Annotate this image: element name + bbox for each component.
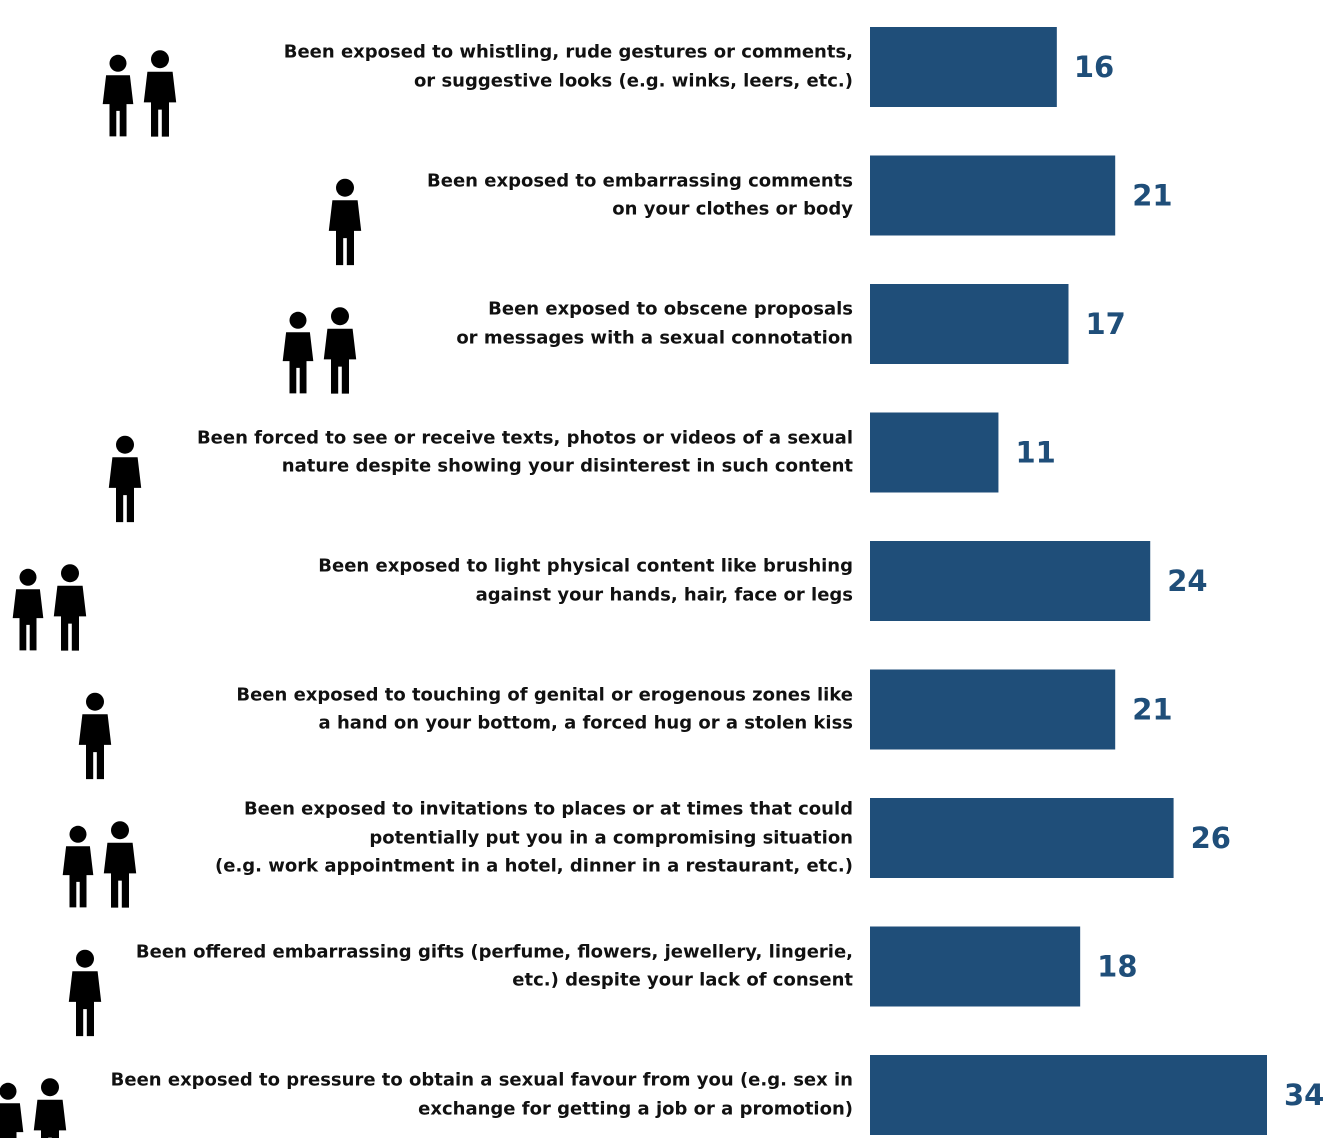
- icon-body: [323, 328, 357, 394]
- category-label: Been exposed to invitations to places or…: [215, 798, 853, 877]
- icon-body: [328, 200, 362, 266]
- icon-head: [289, 311, 307, 329]
- icon: [78, 692, 112, 780]
- icon: [0, 1078, 67, 1138]
- bar: [870, 1055, 1267, 1135]
- icon: [68, 949, 102, 1037]
- bar: [870, 155, 1116, 236]
- icon-head: [61, 564, 79, 583]
- icon-body: [33, 1099, 67, 1138]
- category-label: Been exposed to obscene proposals or mes…: [456, 298, 853, 349]
- category-label: Been exposed to whistling, rude gestures…: [283, 41, 853, 92]
- value-label: 34: [1284, 1078, 1323, 1112]
- bar: [870, 284, 1069, 364]
- bar: [870, 541, 1151, 621]
- icon-body: [62, 846, 94, 908]
- icon-body: [143, 71, 177, 137]
- icon-head: [109, 54, 127, 72]
- icon-head: [331, 307, 349, 326]
- icon: [62, 821, 137, 908]
- icon-body: [0, 1103, 24, 1138]
- value-label: 16: [1074, 50, 1114, 84]
- category-label: Been exposed to light physical content l…: [318, 555, 853, 606]
- category-label: Been forced to see or receive texts, pho…: [196, 427, 853, 477]
- icon-body: [53, 585, 87, 651]
- category-label: Been exposed to embarrassing comments on…: [427, 170, 853, 220]
- icon-body: [12, 589, 44, 651]
- icon: [328, 178, 362, 266]
- value-label: 21: [1132, 693, 1172, 727]
- icon: [108, 435, 142, 523]
- bar: [870, 926, 1081, 1007]
- value-label: 21: [1132, 179, 1172, 213]
- icon-head: [86, 692, 104, 711]
- icon-body: [102, 75, 134, 137]
- value-label: 17: [1086, 307, 1126, 341]
- category-label: Been offered embarrassing gifts (perfume…: [135, 941, 853, 991]
- icon-body: [108, 457, 142, 523]
- icon-body: [78, 714, 112, 780]
- icon-head: [0, 1082, 17, 1100]
- bar: [870, 798, 1174, 878]
- icon-head: [76, 949, 94, 968]
- icon-head: [41, 1078, 59, 1097]
- icon-head: [69, 825, 87, 843]
- category-label: Been exposed to touching of genital or e…: [236, 684, 853, 734]
- value-label: 26: [1191, 821, 1231, 855]
- icon-head: [116, 435, 134, 454]
- icon-head: [19, 568, 37, 586]
- value-label: 18: [1097, 950, 1137, 984]
- value-label: 24: [1167, 564, 1207, 598]
- icon-head: [151, 50, 169, 69]
- icon-head: [111, 821, 129, 840]
- icon: [102, 50, 177, 137]
- value-label: 11: [1015, 436, 1055, 470]
- category-label: Been exposed to pressure to obtain a sex…: [110, 1069, 853, 1120]
- icon-body: [103, 842, 137, 908]
- icon: [282, 307, 357, 394]
- bar: [870, 669, 1116, 750]
- icon-body: [282, 332, 314, 394]
- icon-body: [68, 971, 102, 1037]
- icon-head: [336, 178, 354, 197]
- icon: [12, 564, 87, 651]
- bar: [870, 27, 1057, 107]
- bar: [870, 412, 999, 493]
